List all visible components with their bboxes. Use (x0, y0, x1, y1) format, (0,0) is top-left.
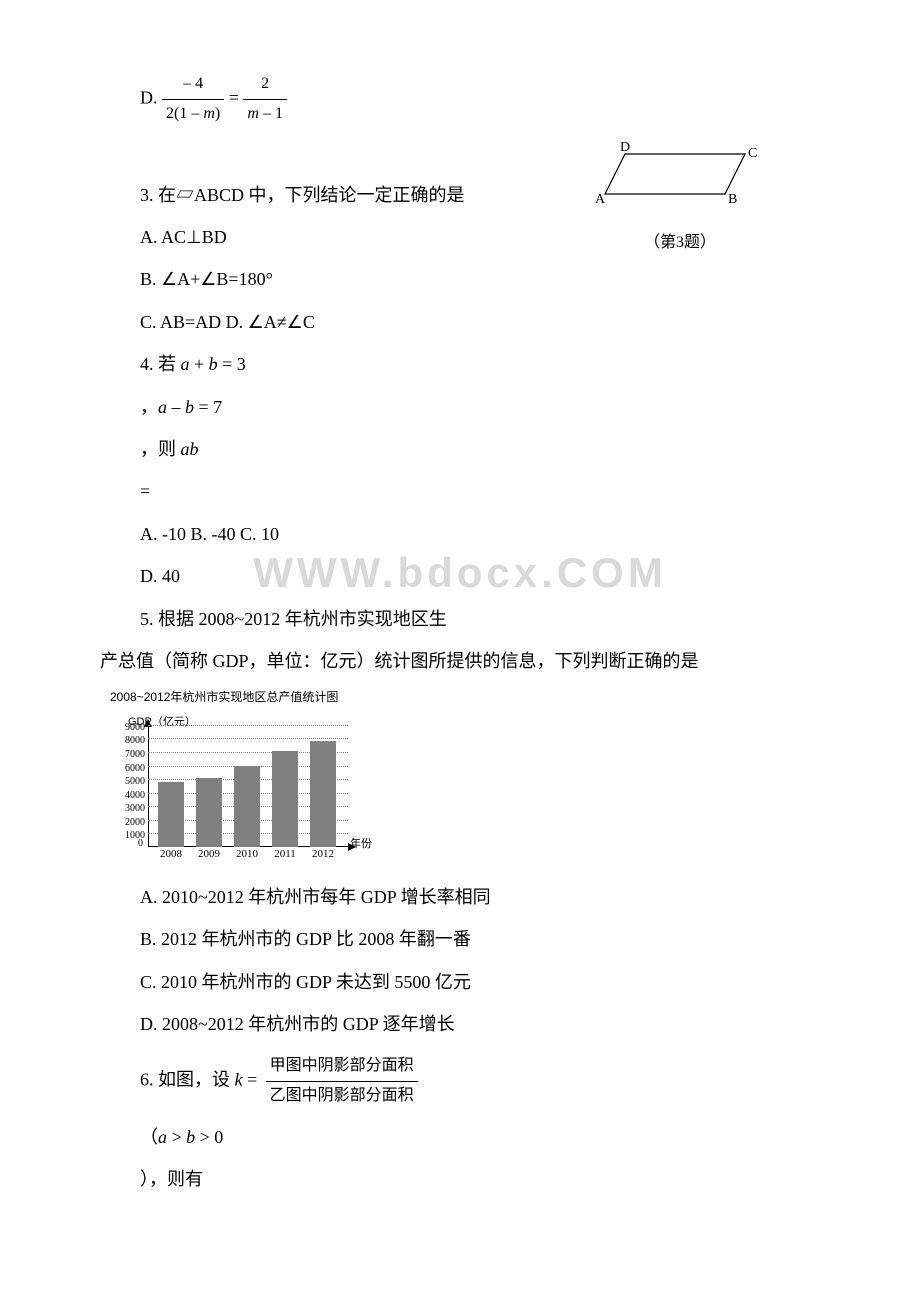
q6-l1a: 6. 如图，设 (140, 1070, 235, 1090)
q6-l2d: b (186, 1127, 195, 1147)
frac-den2: m – 1 (243, 100, 287, 129)
figure-caption: （第3题） (580, 229, 780, 258)
q5-line2: 产总值（简称 GDP，单位：亿元）统计图所提供的信息，下列判断正确的是 (100, 645, 780, 677)
label-C: C (748, 146, 757, 161)
q4-l3a: ，则 (140, 439, 181, 459)
frac-den: 2(1 – m) (162, 100, 224, 129)
q5-line1: 5. 根据 2008~2012 年杭州市实现地区生 (140, 603, 780, 635)
q4-l1d: b (209, 354, 218, 374)
frac-num2: 2 (243, 70, 287, 100)
chart-title: 2008~2012年杭州市实现地区总产值统计图 (110, 687, 780, 709)
q6-frac-den: 乙图中阴影部分面积 (266, 1082, 418, 1111)
q2-option-d: D. – 4 2(1 – m) = 2 m – 1 (140, 70, 780, 129)
bar (310, 741, 336, 847)
q6-l2a: （ (140, 1127, 158, 1147)
q6-l1c: = (243, 1070, 262, 1090)
bar (158, 782, 184, 847)
q3-figure: D C A B （第3题） (580, 139, 780, 258)
xtick-label: 2012 (305, 845, 341, 865)
ytick-label: 1000 (110, 827, 148, 845)
q4-l2e: = 7 (194, 397, 222, 417)
q4-l1e: = 3 (218, 354, 246, 374)
bar (272, 751, 298, 847)
page-content: D. – 4 2(1 – m) = 2 m – 1 D C A B （第3题） … (140, 70, 780, 1196)
q4-line2: ，a – b = 7 (140, 391, 780, 423)
q6-l2e: > 0 (195, 1127, 223, 1147)
q5-option-c: C. 2010 年杭州市的 GDP 未达到 5500 亿元 (140, 966, 780, 998)
bar-chart: GDP（亿元） 年份 0 900080007000600050004000300… (110, 711, 370, 871)
xtick-label: 2010 (229, 845, 265, 865)
fraction-right: 2 m – 1 (243, 70, 287, 129)
q5-option-d: D. 2008~2012 年杭州市的 GDP 逐年增长 (140, 1008, 780, 1040)
q4-l2c: – (167, 397, 185, 417)
q4-l2d: b (185, 397, 194, 417)
q5-option-b: B. 2012 年杭州市的 GDP 比 2008 年翻一番 (140, 923, 780, 955)
den2-text: – 1 (259, 105, 283, 122)
q4-l3b: ab (181, 439, 199, 459)
q4-l2b: a (158, 397, 167, 417)
fraction-left: – 4 2(1 – m) (162, 70, 224, 129)
xtick-label: 2008 (153, 845, 189, 865)
q4-line4: = (140, 475, 780, 507)
q6-line3: ），则有 (140, 1163, 780, 1195)
equals: = (229, 87, 244, 107)
q4-line6: D. 40 (140, 560, 780, 592)
q6-frac-num: 甲图中阴影部分面积 (266, 1052, 418, 1082)
label-B: B (728, 192, 737, 207)
q3-option-cd: C. AB=AD D. ∠A≠∠C (140, 306, 780, 338)
bar (234, 766, 260, 847)
q5-chart-wrap: 2008~2012年杭州市实现地区总产值统计图 GDP（亿元） 年份 0 900… (110, 687, 780, 871)
option-label: D. (140, 87, 158, 107)
q6-l2b: a (158, 1127, 167, 1147)
den-var: m (203, 105, 215, 122)
q6-l2c: > (167, 1127, 186, 1147)
y-axis (148, 725, 149, 847)
bar (196, 778, 222, 847)
xtick-label: 2009 (191, 845, 227, 865)
label-A: A (595, 192, 606, 207)
q4-line5: A. -10 B. -40 C. 10 (140, 518, 780, 550)
q4-line3: ，则 ab (140, 433, 780, 465)
x-arrow-icon (348, 843, 356, 851)
label-D: D (620, 140, 630, 155)
q4-l1a: 4. 若 (140, 354, 181, 374)
q4-l2a: ， (140, 397, 158, 417)
q4-l1c: + (190, 354, 209, 374)
q4-line1: 4. 若 a + b = 3 (140, 348, 780, 380)
gridline (148, 738, 348, 739)
xtick-label: 2011 (267, 845, 303, 865)
q6-l1b: k (235, 1070, 243, 1090)
q5-option-a: A. 2010~2012 年杭州市每年 GDP 增长率相同 (140, 881, 780, 913)
gridline (148, 725, 348, 726)
q6-line2: （a > b > 0 (140, 1121, 780, 1153)
q3-option-b: B. ∠A+∠B=180° (140, 263, 780, 295)
den-text2: ) (215, 105, 220, 122)
frac-num: – 4 (162, 70, 224, 100)
q6-line1: 6. 如图，设 k = 甲图中阴影部分面积 乙图中阴影部分面积 (140, 1052, 780, 1111)
parallelogram-icon: D C A B (580, 139, 780, 219)
q6-fraction: 甲图中阴影部分面积 乙图中阴影部分面积 (266, 1052, 418, 1111)
q4-l1b: a (181, 354, 190, 374)
den2-var: m (247, 105, 259, 122)
den-text: 2(1 – (166, 105, 203, 122)
